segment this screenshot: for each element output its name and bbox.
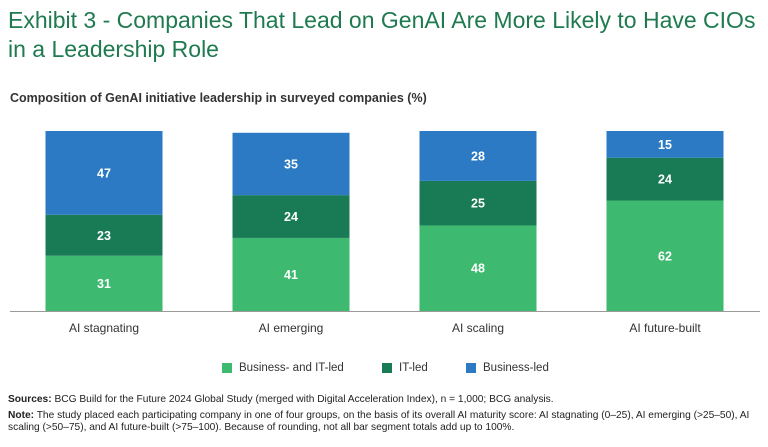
bar-segment-business-led: [606, 131, 724, 158]
x-tick-label: AI stagnating: [69, 321, 139, 335]
methodology-note: Note: The study placed each participatin…: [8, 410, 763, 435]
bar-segment-it-led: [419, 180, 537, 226]
bar-segment-business-led: [45, 131, 163, 215]
data-label: 47: [97, 166, 111, 180]
legend-item-it-led: IT-led: [382, 362, 428, 374]
bar-segment-business-and-it-led: [232, 237, 350, 311]
note-label: Note:: [8, 409, 35, 421]
note-text: The study placed each participating comp…: [8, 409, 750, 434]
page-title: Exhibit 3 - Companies That Lead on GenAI…: [8, 7, 756, 62]
sources-note: Sources: BCG Build for the Future 2024 G…: [8, 394, 763, 407]
data-label: 48: [471, 262, 485, 276]
bar-segment-it-led: [606, 157, 724, 201]
legend-swatch: [222, 363, 232, 373]
bar-segment-it-led: [45, 214, 163, 256]
legend-item-business-it-led: Business- and IT-led: [222, 362, 344, 374]
data-label: 15: [658, 138, 672, 152]
bar-segment-business-and-it-led: [419, 225, 537, 311]
data-label: 41: [284, 268, 298, 282]
bar-segment-business-led: [232, 132, 350, 196]
bar-segment-business-led: [419, 131, 537, 181]
legend-swatch: [466, 363, 476, 373]
x-tick-label: AI scaling: [452, 321, 504, 335]
sources-label: Sources:: [8, 394, 52, 405]
legend-label: Business-led: [483, 362, 549, 374]
data-label: 23: [97, 229, 111, 243]
sources-text: BCG Build for the Future 2024 Global Stu…: [54, 394, 554, 405]
x-tick-label: AI emerging: [259, 321, 324, 335]
data-label: 25: [471, 197, 485, 211]
data-label: 24: [658, 173, 672, 187]
legend: Business- and IT-led IT-led Business-led: [0, 362, 768, 378]
chart-subtitle: Composition of GenAI initiative leadersh…: [10, 91, 427, 105]
bar-segment-business-and-it-led: [606, 200, 724, 311]
legend-label: Business- and IT-led: [239, 362, 344, 374]
stacked-bar-chart: 31 23 47 AI stagnating 41 24 35 AI emerging 48 25…: [10, 131, 760, 335]
legend-label: IT-led: [399, 362, 428, 374]
x-tick-label: AI future-built: [629, 321, 701, 335]
data-label: 24: [284, 210, 298, 224]
data-label: 62: [658, 249, 672, 263]
data-label: 31: [97, 277, 111, 291]
footnotes: Sources: BCG Build for the Future 2024 G…: [8, 394, 763, 438]
bar-segment-it-led: [232, 195, 350, 238]
data-label: 35: [284, 157, 298, 171]
bar-segment-business-and-it-led: [45, 255, 163, 311]
legend-item-business-led: Business-led: [466, 362, 549, 374]
legend-swatch: [382, 363, 392, 373]
data-label: 28: [471, 149, 485, 163]
